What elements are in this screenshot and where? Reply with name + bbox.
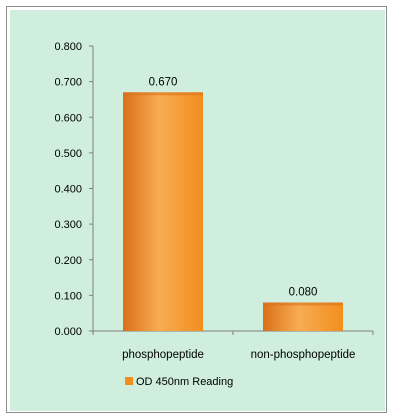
category-label: non-phosphopeptide: [251, 349, 356, 361]
y-tick-label: 0.300: [54, 219, 82, 231]
y-tick-label: 0.500: [54, 148, 82, 160]
bar-chart: 0.000 0.100 0.200 0.300 0.400 0.500 0.600 0.700…: [10, 10, 385, 411]
bar-non-phosphopeptide: [263, 302, 343, 331]
legend: OD 450nm Reading: [125, 376, 233, 388]
y-tick-label: 0.200: [54, 255, 82, 267]
data-label: 0.080: [289, 287, 318, 299]
bar-phosphopeptide: [123, 92, 203, 331]
y-tick-label: 0.100: [54, 290, 82, 302]
legend-swatch: [125, 377, 133, 385]
y-tick-label: 0.700: [54, 77, 82, 89]
chart-frame: 0.000 0.100 0.200 0.300 0.400 0.500 0.600 0.700…: [6, 6, 387, 413]
category-label: phosphopeptide: [122, 349, 204, 361]
labels: 0.000 0.100 0.200 0.300 0.400 0.500 0.600 0.700…: [54, 41, 355, 361]
bars: [123, 92, 343, 331]
y-tick-label: 0.000: [54, 326, 82, 338]
y-tick-label: 0.800: [54, 41, 82, 53]
bar: [123, 92, 203, 331]
legend-label: OD 450nm Reading: [136, 376, 233, 388]
y-tick-label: 0.600: [54, 112, 82, 124]
y-tick-label: 0.400: [54, 184, 82, 196]
bar-top-edge: [123, 92, 203, 96]
data-label: 0.670: [149, 76, 178, 88]
bar: [263, 302, 343, 331]
bar-top-edge: [263, 302, 343, 306]
